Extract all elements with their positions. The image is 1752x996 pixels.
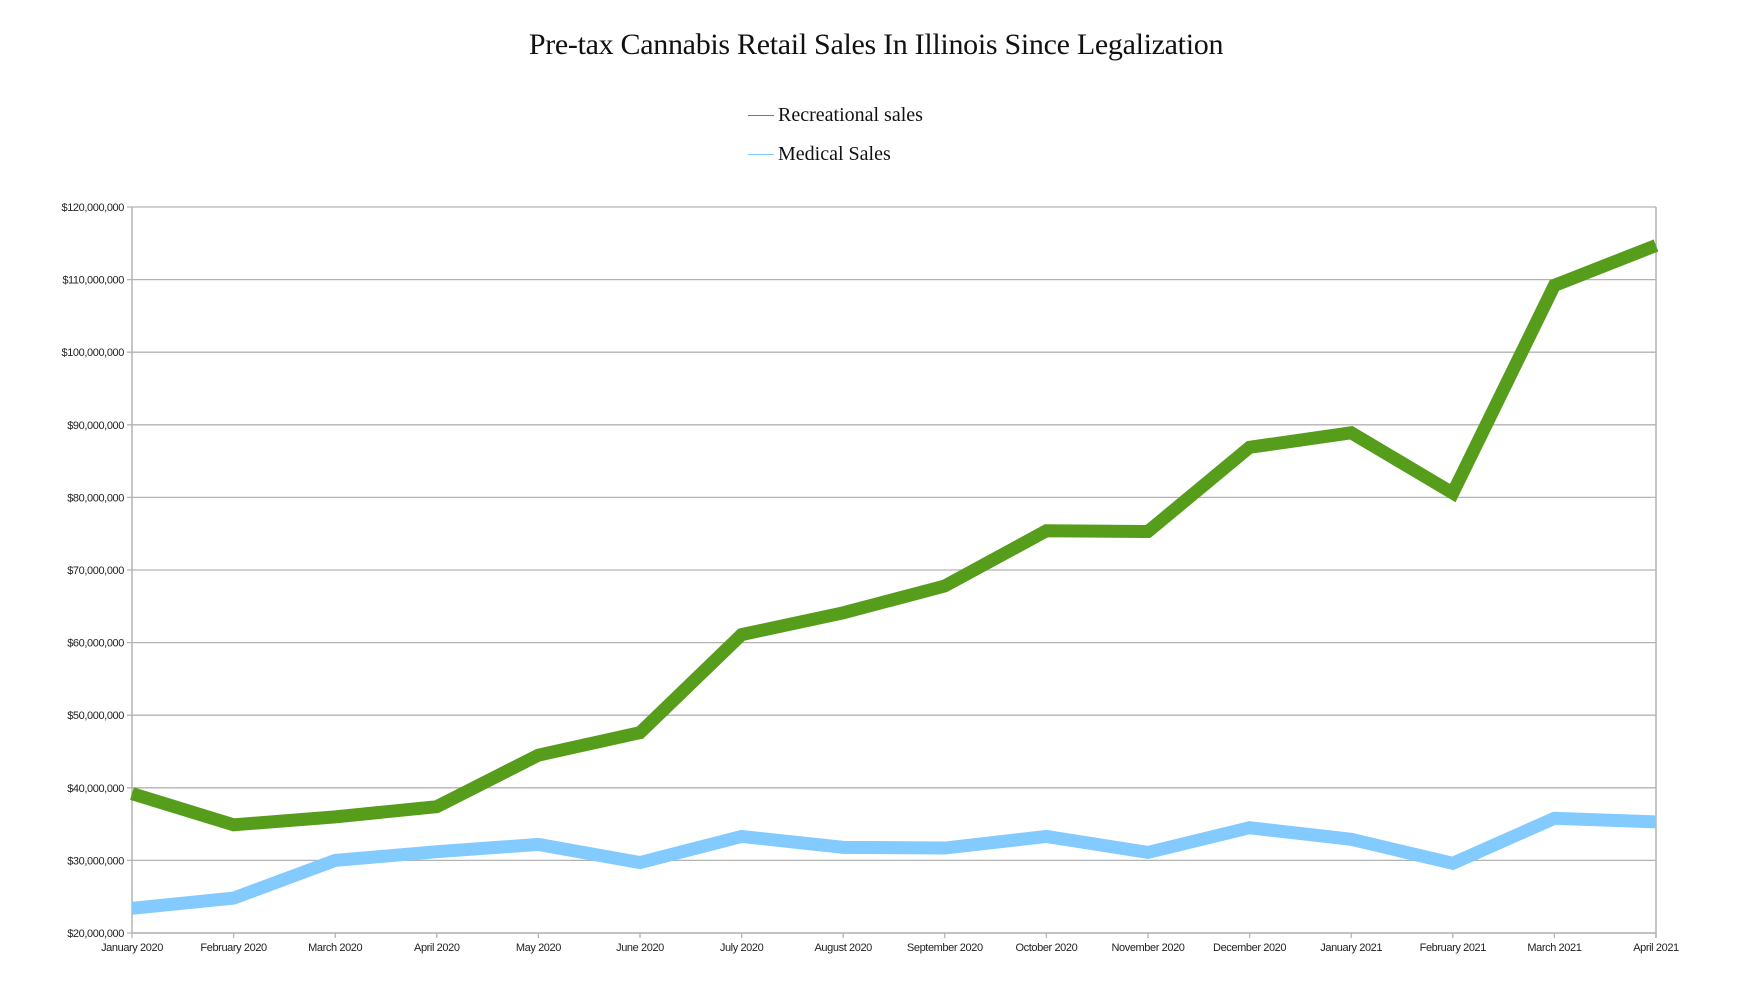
- axes: [131, 207, 1657, 938]
- series-line: [130, 239, 1659, 832]
- x-axis-labels: January 2020 February 2020 March 2020 April…: [101, 942, 1679, 954]
- legend-label-recreational: Recreational sales: [778, 104, 923, 126]
- legend-swatch-medical: [748, 153, 774, 156]
- y-tick-label: $40,000,000: [67, 783, 124, 795]
- x-tick-label: October 2020: [1015, 942, 1077, 954]
- y-tick-label: $60,000,000: [67, 638, 124, 650]
- x-tick-label: February 2020: [200, 942, 267, 954]
- y-tick-label: $100,000,000: [62, 347, 125, 359]
- legend-label-medical: Medical Sales: [778, 143, 891, 165]
- series-medical: [131, 811, 1657, 915]
- y-tick-label: $30,000,000: [67, 855, 124, 867]
- x-tick-label: April 2021: [1633, 942, 1679, 954]
- legend-item-medical: Medical Sales: [748, 143, 891, 166]
- chart-title: Pre-tax Cannabis Retail Sales In Illinoi…: [528, 28, 1224, 61]
- x-tick-label: August 2020: [815, 942, 873, 954]
- x-tick-label: April 2020: [414, 942, 460, 954]
- y-tick-label: $20,000,000: [67, 928, 124, 940]
- x-tick-label: June 2020: [616, 942, 664, 954]
- legend-item-recreational: Recreational sales: [748, 104, 923, 127]
- series-recreational: [130, 239, 1659, 832]
- x-tick-label: December 2020: [1213, 942, 1286, 954]
- y-tick-label: $120,000,000: [62, 202, 125, 214]
- y-tick-label: $110,000,000: [62, 275, 124, 287]
- x-tick-label: May 2020: [516, 942, 561, 954]
- y-tick-label: $80,000,000: [67, 492, 124, 504]
- series: [130, 239, 1659, 915]
- x-tick-label: January 2021: [1320, 942, 1382, 954]
- x-tick-label: September 2020: [907, 942, 983, 954]
- y-tick-label: $50,000,000: [67, 710, 124, 722]
- x-tick-label: February 2021: [1420, 942, 1487, 954]
- x-tick-label: July 2020: [720, 942, 764, 954]
- gridlines: [127, 206, 1656, 934]
- series-line: [131, 811, 1657, 915]
- y-tick-label: $70,000,000: [67, 565, 124, 577]
- y-tick-label: $90,000,000: [67, 420, 124, 432]
- x-tick-label: March 2021: [1527, 942, 1581, 954]
- legend-swatch-recreational: [748, 114, 774, 117]
- x-tick-label: January 2020: [101, 942, 163, 954]
- x-tick-label: March 2020: [308, 942, 362, 954]
- y-axis-labels: $20,000,000 $30,000,000 $40,000,000 $50,000…: [62, 202, 125, 940]
- x-tick-label: November 2020: [1111, 942, 1184, 954]
